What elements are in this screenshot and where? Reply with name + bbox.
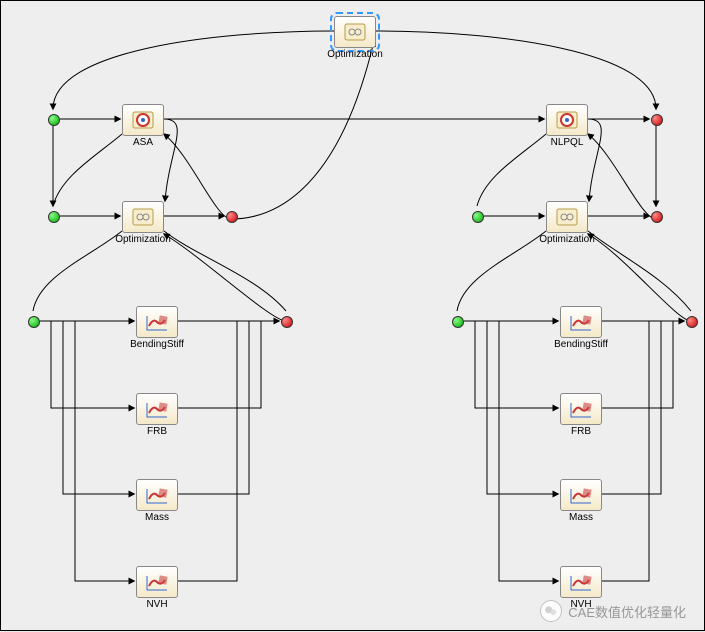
watermark-text: CAE数值优化轻量化: [568, 602, 686, 621]
node-mass_r[interactable]: Mass: [560, 479, 602, 511]
node-nvh_l[interactable]: NVH: [136, 566, 178, 598]
edge: [164, 119, 177, 201]
node-label: FRB: [571, 426, 591, 437]
node-label: BendingStiff: [554, 339, 608, 350]
edge: [51, 321, 134, 408]
node-asa[interactable]: ASA: [122, 104, 164, 136]
edge: [164, 231, 286, 311]
edge: [33, 231, 122, 311]
port-r_opt_l[interactable]: [226, 211, 238, 223]
edge: [499, 321, 558, 581]
edge: [477, 134, 546, 206]
node-label: Optimization: [539, 234, 595, 245]
edge: [53, 31, 334, 109]
edge: [602, 321, 673, 408]
node-mass_l[interactable]: Mass: [136, 479, 178, 511]
edge: [588, 134, 656, 219]
edge: [588, 119, 601, 201]
node-nvh_r[interactable]: NVH: [560, 566, 602, 598]
edge: [164, 234, 286, 321]
port-r_opt_r[interactable]: [651, 211, 663, 223]
port-r_mod_r[interactable]: [686, 316, 698, 328]
node-label: NVH: [146, 599, 167, 610]
node-opt_r[interactable]: Optimization: [546, 201, 588, 233]
node-label: Mass: [145, 512, 169, 523]
wechat-icon: [540, 600, 562, 622]
node-frb_r[interactable]: FRB: [560, 393, 602, 425]
edge: [178, 321, 261, 408]
edge: [164, 134, 231, 219]
edge: [588, 231, 691, 311]
node-label: Optimization: [327, 49, 383, 60]
edge: [475, 321, 558, 408]
edge: [588, 234, 691, 321]
edge: [602, 321, 649, 581]
port-r_mod_l[interactable]: [281, 316, 293, 328]
edge: [53, 134, 122, 206]
port-g_opt_l[interactable]: [48, 211, 60, 223]
node-label: Optimization: [115, 234, 171, 245]
node-bend_r[interactable]: BendingStiff: [560, 306, 602, 338]
node-label: BendingStiff: [130, 339, 184, 350]
workflow-canvas[interactable]: OptimizationASANLPQLOptimizationOptimiza…: [1, 1, 705, 632]
node-nlpql[interactable]: NLPQL: [546, 104, 588, 136]
edge: [487, 321, 558, 494]
node-opt_l[interactable]: Optimization: [122, 201, 164, 233]
edge: [178, 321, 249, 494]
node-label: Mass: [569, 512, 593, 523]
port-g_mod_r[interactable]: [452, 316, 464, 328]
watermark: CAE数值优化轻量化: [540, 600, 686, 622]
edge: [374, 31, 656, 109]
node-opt_root[interactable]: Optimization: [334, 16, 376, 48]
edge: [178, 321, 237, 581]
port-r_nlpql[interactable]: [651, 114, 663, 126]
edge: [231, 41, 374, 219]
node-bend_l[interactable]: BendingStiff: [136, 306, 178, 338]
edge: [63, 321, 134, 494]
edge: [602, 321, 661, 494]
node-frb_l[interactable]: FRB: [136, 393, 178, 425]
port-g_mod_l[interactable]: [28, 316, 40, 328]
edge: [457, 231, 546, 311]
node-label: FRB: [147, 426, 167, 437]
port-g_opt_r[interactable]: [472, 211, 484, 223]
node-label: ASA: [133, 137, 153, 148]
edge: [75, 321, 134, 581]
node-label: NLPQL: [551, 137, 584, 148]
port-g_asa[interactable]: [48, 114, 60, 126]
